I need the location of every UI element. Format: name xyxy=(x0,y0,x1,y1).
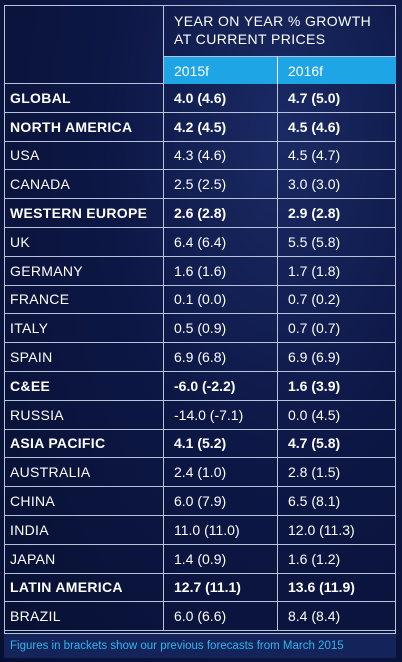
row-label: WESTERN EUROPE xyxy=(4,199,164,228)
row-label: JAPAN xyxy=(4,544,164,574)
value-2015: 4.0 (4.6) xyxy=(164,84,278,113)
row-label: ITALY xyxy=(4,314,164,344)
value-2016: 4.7 (5.8) xyxy=(278,430,396,459)
value-2016: 3.0 (3.0) xyxy=(278,170,396,200)
row-label: CANADA xyxy=(4,170,164,200)
growth-table: YEAR ON YEAR % GROWTH AT CURRENT PRICES … xyxy=(4,5,396,632)
row-label: CHINA xyxy=(4,487,164,516)
column-header-2016: 2016f xyxy=(278,57,396,84)
value-2015: 11.0 (11.0) xyxy=(164,515,278,545)
row-label: USA xyxy=(4,141,164,171)
row-label: LATIN AMERICA xyxy=(4,573,164,603)
value-2015: -14.0 (-7.1) xyxy=(164,400,278,430)
value-2015: 6.9 (6.8) xyxy=(164,343,278,372)
value-2016: 4.7 (5.0) xyxy=(278,84,396,113)
value-2015: 12.7 (11.1) xyxy=(164,573,278,603)
value-2015: 4.2 (4.5) xyxy=(164,112,278,142)
value-2016: 2.9 (2.8) xyxy=(278,199,396,228)
value-2016: 8.4 (8.4) xyxy=(278,602,396,632)
value-2016: 1.7 (1.8) xyxy=(278,257,396,286)
value-2016: 0.0 (4.5) xyxy=(278,401,396,430)
value-2015: 2.4 (1.0) xyxy=(164,458,278,488)
value-2016: 12.0 (11.3) xyxy=(278,516,396,545)
row-label: C&EE xyxy=(4,371,164,401)
value-2016: 6.5 (8.1) xyxy=(278,487,396,516)
row-label: FRANCE xyxy=(4,285,164,315)
footnote: Figures in brackets show our previous fo… xyxy=(4,634,396,658)
row-label: NORTH AMERICA xyxy=(4,112,164,142)
table-title-line2: AT CURRENT PRICES xyxy=(174,31,326,47)
table-title: YEAR ON YEAR % GROWTH AT CURRENT PRICES xyxy=(164,5,396,57)
value-2015: 6.0 (7.9) xyxy=(164,487,278,516)
value-2015: 0.5 (0.9) xyxy=(164,314,278,344)
value-2016: 0.7 (0.7) xyxy=(278,314,396,344)
row-label: BRAZIL xyxy=(4,602,164,632)
value-2015: -6.0 (-2.2) xyxy=(164,371,278,401)
value-2016: 1.6 (1.2) xyxy=(278,545,396,574)
header-blank-cell xyxy=(4,5,164,57)
row-label: UK xyxy=(4,227,164,257)
table-title-line1: YEAR ON YEAR % GROWTH xyxy=(174,13,372,29)
row-label: RUSSIA xyxy=(4,400,164,430)
value-2016: 0.7 (0.2) xyxy=(278,286,396,315)
value-2015: 4.3 (4.6) xyxy=(164,141,278,171)
value-2016: 2.8 (1.5) xyxy=(278,458,396,488)
value-2016: 4.5 (4.7) xyxy=(278,142,396,171)
value-2015: 0.1 (0.0) xyxy=(164,285,278,315)
value-2015: 1.4 (0.9) xyxy=(164,544,278,574)
row-label: GERMANY xyxy=(4,256,164,286)
row-label: ASIA PACIFIC xyxy=(4,429,164,459)
year-header-blank-cell xyxy=(4,57,164,84)
value-2016: 13.6 (11.9) xyxy=(278,574,396,603)
value-2016: 1.6 (3.9) xyxy=(278,372,396,401)
value-2015: 1.6 (1.6) xyxy=(164,256,278,286)
value-2015: 6.4 (6.4) xyxy=(164,227,278,257)
value-2015: 4.1 (5.2) xyxy=(164,429,278,459)
value-2015: 2.5 (2.5) xyxy=(164,170,278,200)
row-label: SPAIN xyxy=(4,343,164,372)
value-2016: 4.5 (4.6) xyxy=(278,113,396,142)
value-2015: 6.0 (6.6) xyxy=(164,602,278,632)
row-label: INDIA xyxy=(4,515,164,545)
value-2015: 2.6 (2.8) xyxy=(164,199,278,228)
value-2016: 6.9 (6.9) xyxy=(278,343,396,372)
row-label: GLOBAL xyxy=(4,84,164,113)
value-2016: 5.5 (5.8) xyxy=(278,228,396,257)
column-header-2015: 2015f xyxy=(164,57,278,84)
row-label: AUSTRALIA xyxy=(4,458,164,488)
